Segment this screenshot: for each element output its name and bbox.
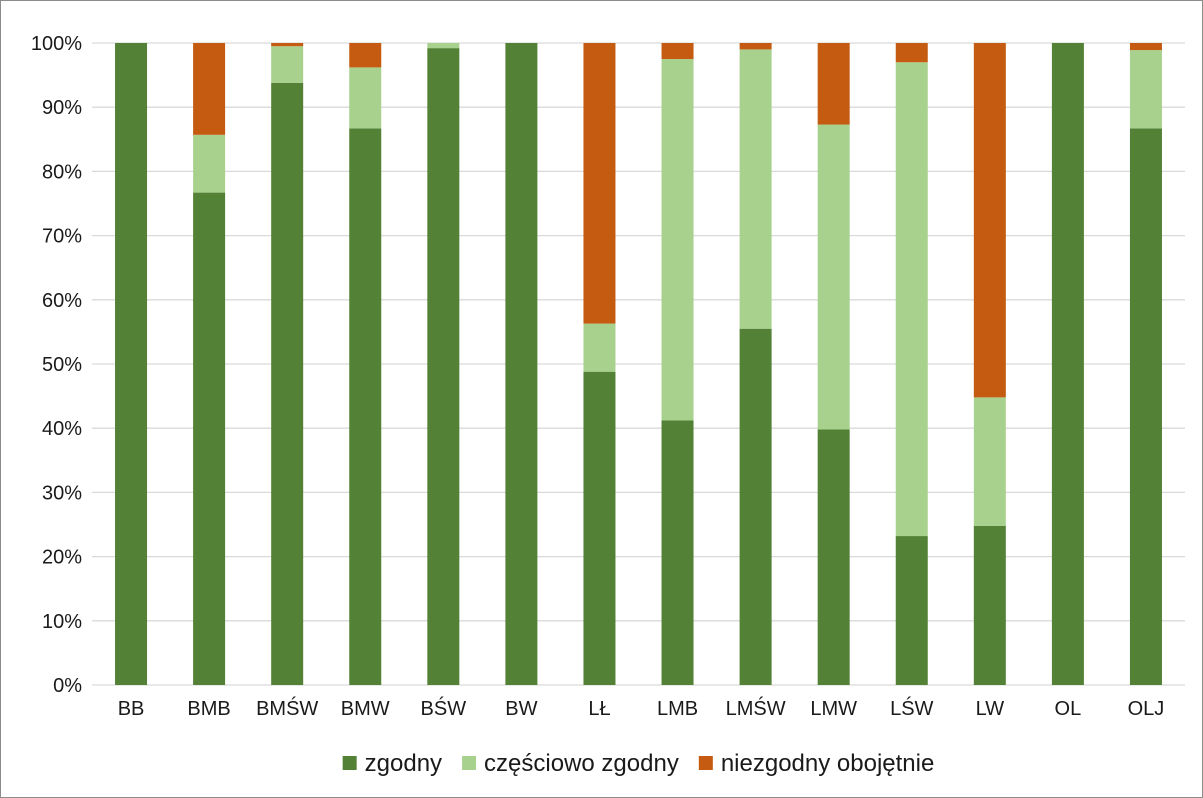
- bar-segment-1: [193, 192, 226, 685]
- bar-segment-1: [973, 525, 1006, 685]
- bar-segment-2: [895, 62, 928, 537]
- x-tick-label: OLJ: [1128, 698, 1165, 720]
- x-tick-label: LMW: [810, 698, 857, 720]
- bar-segment-1: [1129, 128, 1162, 686]
- bar-segment-2: [661, 59, 694, 421]
- x-tick-label: BMŚW: [256, 696, 318, 720]
- bar-segment-2: [349, 67, 382, 129]
- bar-segment-2: [193, 134, 226, 193]
- bar-segment-3: [349, 43, 382, 68]
- bar-segment-3: [661, 43, 694, 60]
- y-tick-label: 40%: [42, 418, 82, 440]
- legend-item: zgodny: [342, 750, 442, 777]
- bar-segment-3: [271, 43, 304, 47]
- legend-label: zgodny: [365, 750, 442, 777]
- legend-label: niezgodny obojętnie: [721, 750, 935, 777]
- bar-segment-3: [193, 43, 226, 135]
- x-tick-label: OL: [1055, 698, 1082, 720]
- legend-swatch: [698, 756, 713, 770]
- bar-segment-3: [895, 43, 928, 63]
- bar-segment-1: [505, 43, 538, 685]
- legend-item: częściowo zgodny: [462, 750, 679, 777]
- x-tick-label: LMŚW: [726, 696, 786, 720]
- bar-segment-1: [115, 43, 148, 685]
- x-tick-label: BMW: [341, 698, 390, 720]
- y-tick-label: 50%: [42, 354, 82, 376]
- gridlines: [92, 42, 1185, 686]
- bar-segment-2: [271, 46, 304, 83]
- x-tick-label: LW: [976, 698, 1005, 720]
- x-tick-label: BB: [118, 698, 145, 720]
- bar-segment-1: [739, 328, 772, 685]
- x-tick-label: BŚW: [421, 696, 467, 720]
- y-tick-label: 100%: [31, 33, 82, 55]
- bar-segment-1: [271, 82, 304, 685]
- bar-segment-3: [973, 43, 1006, 398]
- y-tick-label: 90%: [42, 97, 82, 119]
- bar-segment-2: [427, 43, 460, 49]
- bar-segment-1: [661, 420, 694, 685]
- legend: zgodny częściowo zgodny niezgodny obojętni…: [342, 750, 935, 777]
- bar-segment-2: [973, 397, 1006, 526]
- y-tick-label: 10%: [42, 611, 82, 633]
- bar-segment-2: [739, 49, 772, 329]
- bar-segment-3: [817, 43, 850, 125]
- x-tick-label: BW: [505, 698, 537, 720]
- x-tick-label: BMB: [187, 698, 230, 720]
- bar-segment-1: [895, 536, 928, 685]
- bar-segment-1: [349, 128, 382, 686]
- bar-segment-1: [427, 48, 460, 686]
- bars: [115, 43, 1162, 686]
- x-tick-label: LŚW: [890, 696, 933, 720]
- x-tick-label: LŁ: [588, 698, 610, 720]
- bar-segment-2: [583, 323, 616, 372]
- y-tick-label: 30%: [42, 482, 82, 504]
- bar-segment-1: [817, 429, 850, 685]
- y-tick-label: 70%: [42, 226, 82, 248]
- legend-label: częściowo zgodny: [484, 750, 679, 777]
- bar-segment-1: [1051, 43, 1084, 685]
- legend-item: niezgodny obojętnie: [698, 750, 935, 777]
- legend-swatch: [342, 756, 357, 770]
- x-axis-ticks: BB BMB BMŚW BMW BŚW BW LŁ LMB LMŚW LMW LŚW LW OL OLJ: [118, 696, 1165, 720]
- bar-segment-1: [583, 371, 616, 685]
- y-tick-label: 60%: [42, 290, 82, 312]
- bar-segment-3: [739, 43, 772, 50]
- y-tick-label: 20%: [42, 547, 82, 569]
- bar-segment-2: [817, 124, 850, 430]
- legend-swatch: [462, 756, 477, 770]
- y-tick-label: 0%: [53, 675, 82, 697]
- bar-segment-3: [1129, 43, 1162, 51]
- x-tick-label: LMB: [657, 698, 698, 720]
- y-tick-label: 80%: [42, 161, 82, 183]
- y-axis-ticks: 0% 10% 20% 30% 40% 50% 60% 70% 80% 90% 100%: [31, 33, 82, 697]
- bar-segment-3: [583, 43, 616, 324]
- bar-segment-2: [1129, 50, 1162, 129]
